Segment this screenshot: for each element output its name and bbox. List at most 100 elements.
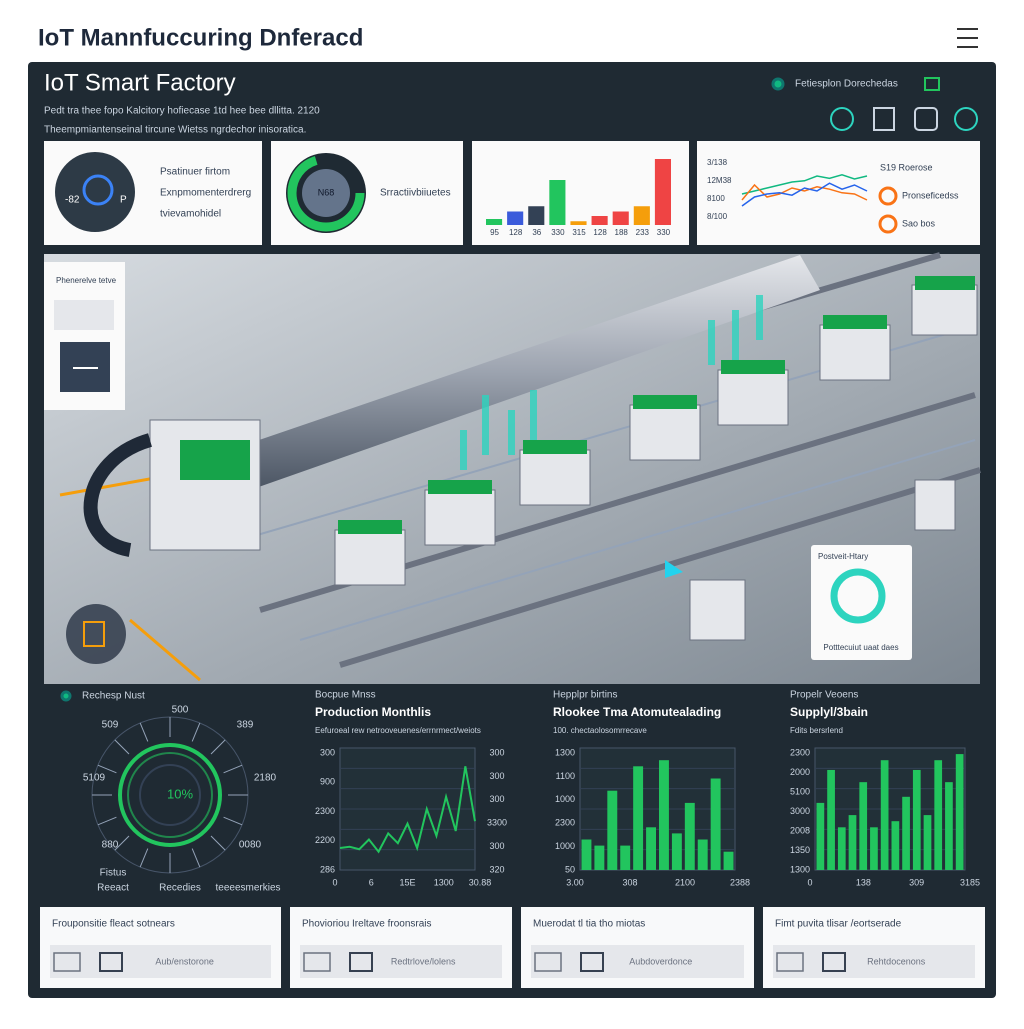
x-label: 138 — [856, 877, 871, 887]
icon[interactable] — [776, 952, 804, 972]
bar — [710, 778, 721, 870]
x-label: 15E — [399, 877, 415, 887]
panel-title: IoT Smart Factory — [44, 69, 236, 96]
ring-label: 0080 — [239, 840, 262, 851]
y-label: 300 — [320, 747, 335, 757]
bar — [684, 802, 695, 870]
bar — [945, 782, 953, 870]
tick — [223, 816, 243, 826]
legend-entry: S19 Roerose — [880, 162, 933, 172]
x-label: 0 — [807, 877, 812, 887]
bar — [486, 219, 503, 225]
factory-image — [44, 252, 981, 684]
ring-label: 2180 — [254, 773, 277, 784]
toolbar[interactable] — [830, 77, 978, 131]
ring-label: 389 — [237, 720, 254, 731]
gauge-footer: teeeesmerkies — [215, 883, 280, 894]
bar — [723, 851, 734, 870]
y-label: 300 — [489, 771, 504, 781]
legend-icon — [878, 186, 898, 206]
bar — [816, 802, 825, 870]
tick — [114, 835, 130, 851]
y-label: 3300 — [487, 818, 507, 828]
x-label: 315 — [572, 228, 586, 237]
bar — [528, 206, 545, 225]
overlay-title: Postveit-Htary — [818, 552, 868, 561]
tick — [139, 848, 149, 868]
bar — [955, 754, 964, 870]
bar — [671, 833, 682, 870]
x-label: 6 — [369, 877, 374, 887]
tick — [97, 816, 117, 826]
action-button[interactable]: Redtrlove/lolens — [391, 956, 456, 966]
card-text: Srractiivbiiuetes — [380, 188, 451, 199]
section-label: Hepplpr birtins — [553, 690, 617, 701]
bar — [923, 815, 932, 870]
icon-box[interactable] — [54, 300, 114, 330]
gauge-label: -82 — [65, 195, 80, 206]
ring-label: 5109 — [83, 773, 106, 784]
chart-subtitle: 100. chectaolosomrrecave — [553, 726, 647, 735]
y-label: 300 — [489, 841, 504, 851]
bar — [646, 827, 656, 870]
tick — [114, 739, 130, 755]
icon[interactable] — [580, 952, 604, 972]
bar — [591, 216, 608, 225]
x-label: 36 — [532, 228, 541, 237]
menu-icon[interactable] — [957, 28, 978, 48]
gauge-footer: Fistus — [100, 868, 127, 879]
action-button[interactable]: Rehtdocenons — [867, 956, 926, 966]
tick — [210, 835, 226, 851]
x-label: 1300 — [434, 877, 454, 887]
y-label: 1300 — [790, 864, 810, 874]
tick — [210, 739, 226, 755]
y-label: 8/100 — [707, 212, 728, 221]
x-label: 0 — [332, 877, 337, 887]
icon[interactable] — [303, 952, 331, 972]
overlay-icon — [830, 568, 886, 624]
y-label: 300 — [489, 747, 504, 757]
x-label: 188 — [615, 228, 629, 237]
x-label: 128 — [593, 228, 607, 237]
action-bar — [300, 945, 502, 978]
gauge — [55, 152, 135, 232]
card-text: tvievamohidel — [160, 209, 221, 220]
line — [741, 174, 868, 195]
legend-icon — [878, 214, 898, 234]
icon[interactable] — [822, 952, 846, 972]
icon[interactable] — [534, 952, 562, 972]
ring-center: N68 — [318, 187, 335, 197]
y-label: 3000 — [790, 806, 810, 816]
bar — [902, 796, 910, 870]
action-button[interactable]: Aubdoverdonce — [629, 956, 692, 966]
icon[interactable] — [99, 952, 123, 972]
action-button[interactable]: Aub/enstorone — [155, 956, 214, 966]
legend-entry: Pronseficedss — [902, 190, 959, 200]
bar — [891, 821, 900, 870]
y-label: 2000 — [790, 767, 810, 777]
x-label: 95 — [490, 228, 499, 237]
card-text: Psatinuer firtom — [160, 167, 230, 178]
card-text: Exnpmomenterdrerg — [160, 188, 251, 199]
bar — [581, 839, 592, 870]
y-label: 2300 — [315, 806, 335, 816]
status-text: Fetiesplon Dorechedas — [795, 79, 898, 90]
page-title: IoT Mannfuccuring Dnferacd — [38, 24, 363, 51]
section-label: Rechesp Nust — [82, 691, 145, 702]
subtitle: Theempmiantenseinal tircune Wietss ngrde… — [44, 125, 306, 136]
tick — [191, 848, 201, 868]
chart-title: Production Monthlis — [315, 705, 431, 719]
icon[interactable] — [349, 952, 373, 972]
bar — [549, 180, 566, 225]
bar — [697, 839, 708, 870]
icon[interactable] — [53, 952, 81, 972]
bar — [507, 211, 524, 225]
bar — [659, 760, 669, 870]
chart-subtitle: Eefuroeal rew netrooveuenes/errnrmect/we… — [315, 726, 481, 735]
x-label: 330 — [657, 228, 671, 237]
bar — [620, 845, 631, 870]
zoom-button[interactable] — [66, 604, 126, 664]
y-label: 2200 — [315, 835, 335, 845]
tick — [97, 764, 117, 774]
